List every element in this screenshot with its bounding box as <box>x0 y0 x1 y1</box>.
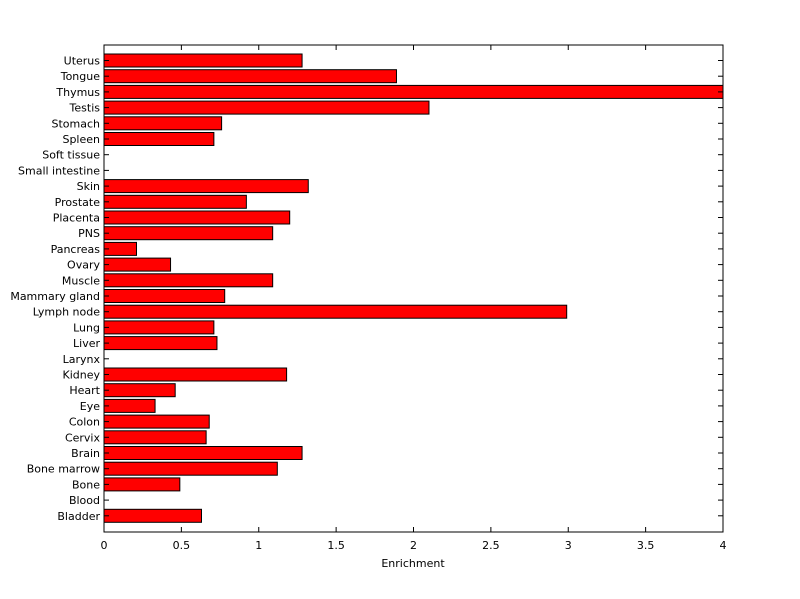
y-tick-label: Liver <box>73 337 100 350</box>
bar-eye <box>103 398 156 413</box>
bar-liver <box>103 336 218 351</box>
y-tick-label: Eye <box>80 400 100 413</box>
bar-prostate <box>103 194 247 209</box>
y-tick-label: Muscle <box>62 274 100 287</box>
y-tick-label: Kidney <box>62 369 100 382</box>
bar-pns <box>103 226 274 241</box>
bar-lymph-node <box>103 304 568 319</box>
bar-cervix <box>103 430 207 445</box>
y-tick-label: Lymph node <box>33 306 100 319</box>
bars-group <box>103 53 724 523</box>
bar-bone-marrow <box>103 461 278 476</box>
y-tick-label: Soft tissue <box>42 149 100 162</box>
bar-uterus <box>103 53 303 68</box>
bar-bone <box>103 477 181 492</box>
bar-testis <box>103 100 430 115</box>
bar-brain <box>103 446 303 460</box>
x-tick-label: 2.5 <box>482 539 500 552</box>
y-tick-label: Placenta <box>53 212 100 225</box>
y-tick-label: Bladder <box>57 510 100 523</box>
y-tick-label: Skin <box>77 180 100 193</box>
y-tick-label: Spleen <box>62 133 100 146</box>
x-tick-label: 2 <box>410 539 417 552</box>
bar-lung <box>103 320 215 335</box>
y-tick-label: PNS <box>78 227 100 240</box>
y-tick-label: Cervix <box>65 431 101 444</box>
y-tick-label: Bone <box>72 478 100 491</box>
x-tick-label: 1 <box>255 539 262 552</box>
bar-skin <box>103 179 309 194</box>
y-tick-label: Stomach <box>51 117 100 130</box>
x-axis-label: Enrichment <box>381 557 445 570</box>
y-tick-label: Larynx <box>63 353 101 366</box>
x-tick-label: 1.5 <box>327 539 345 552</box>
x-tick-label: 3 <box>565 539 572 552</box>
x-tick-label: 0 <box>101 539 108 552</box>
y-tick-label: Brain <box>71 447 100 460</box>
bar-ovary <box>103 257 172 272</box>
y-tick-label: Pancreas <box>51 243 101 256</box>
y-axis: Uterus Tongue Thymus Testis Stomach Spleen Sof… <box>10 55 723 523</box>
y-tick-label: Heart <box>69 384 100 397</box>
y-tick-label: Colon <box>69 416 100 429</box>
y-tick-label: Lung <box>73 321 100 334</box>
bar-spleen <box>103 132 215 146</box>
y-tick-label: Blood <box>69 494 100 507</box>
x-tick-label: 4 <box>720 539 727 552</box>
bar-bladder <box>103 508 202 523</box>
y-tick-label: Thymus <box>55 86 100 99</box>
x-tick-label: 0.5 <box>173 539 191 552</box>
y-tick-label: Testis <box>69 102 101 115</box>
x-tick-label: 3.5 <box>637 539 655 552</box>
y-tick-label: Ovary <box>67 259 100 272</box>
y-tick-label: Uterus <box>64 55 101 68</box>
y-tick-label: Prostate <box>55 196 101 209</box>
y-tick-label: Tongue <box>60 70 101 83</box>
y-tick-label: Mammary gland <box>10 290 100 303</box>
bar-thymus <box>103 84 724 99</box>
bar-kidney <box>103 367 288 382</box>
bar-heart <box>103 383 176 398</box>
x-axis: 0 0.5 1 1.5 2 2.5 3 3.5 4 <box>101 45 727 552</box>
bar-placenta <box>103 210 291 225</box>
bar-stomach <box>103 116 223 131</box>
y-tick-label: Small intestine <box>18 164 100 177</box>
bar-muscle <box>103 273 274 288</box>
y-tick-label: Bone marrow <box>27 463 100 476</box>
bar-mammary-gland <box>103 289 226 303</box>
bar-colon <box>103 414 210 429</box>
bar-tongue <box>103 69 397 84</box>
